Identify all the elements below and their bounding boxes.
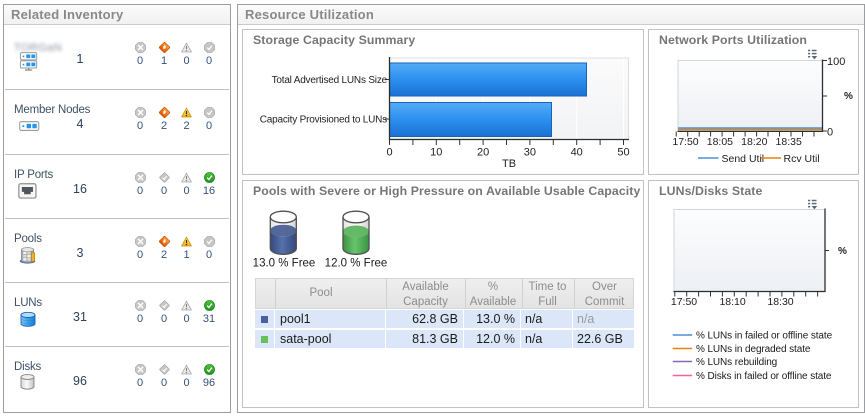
svg-text:13.0 % Free: 13.0 % Free <box>253 258 316 270</box>
svg-text:17:50: 17:50 <box>671 296 697 308</box>
svg-text:18:10: 18:10 <box>719 296 745 308</box>
svg-text:20: 20 <box>477 147 489 159</box>
svg-text:TB: TB <box>502 158 516 170</box>
svg-text:18:05: 18:05 <box>707 136 733 148</box>
svg-text:% LUNs rebuilding: % LUNs rebuilding <box>696 357 777 368</box>
svg-text:%: % <box>838 246 847 257</box>
svg-text:18:35: 18:35 <box>776 136 802 148</box>
svg-text:18:20: 18:20 <box>741 136 767 148</box>
svg-text:12.0 % Free: 12.0 % Free <box>325 258 388 270</box>
svg-text:% LUNs in failed or offline st: % LUNs in failed or offline state <box>696 331 833 342</box>
svg-text:40: 40 <box>571 147 583 159</box>
svg-text:Total Advertised LUNs Size: Total Advertised LUNs Size <box>272 75 388 86</box>
svg-text:10: 10 <box>430 147 442 159</box>
svg-text:Capacity Provisioned to LUNs: Capacity Provisioned to LUNs <box>260 115 387 126</box>
svg-text:30: 30 <box>524 147 536 159</box>
svg-text:17:50: 17:50 <box>672 136 698 148</box>
svg-text:50: 50 <box>617 147 629 159</box>
svg-text:100: 100 <box>827 56 845 68</box>
svg-text:0: 0 <box>827 127 833 139</box>
svg-text:Send Util: Send Util <box>722 153 765 165</box>
svg-text:0: 0 <box>386 147 392 159</box>
svg-text:%: % <box>844 91 853 102</box>
svg-text:% LUNs in degraded state: % LUNs in degraded state <box>696 344 811 355</box>
svg-text:Rcv Util: Rcv Util <box>784 153 820 165</box>
svg-text:18:30: 18:30 <box>767 296 793 308</box>
svg-text:% Disks in failed or offline s: % Disks in failed or offline state <box>696 371 832 382</box>
